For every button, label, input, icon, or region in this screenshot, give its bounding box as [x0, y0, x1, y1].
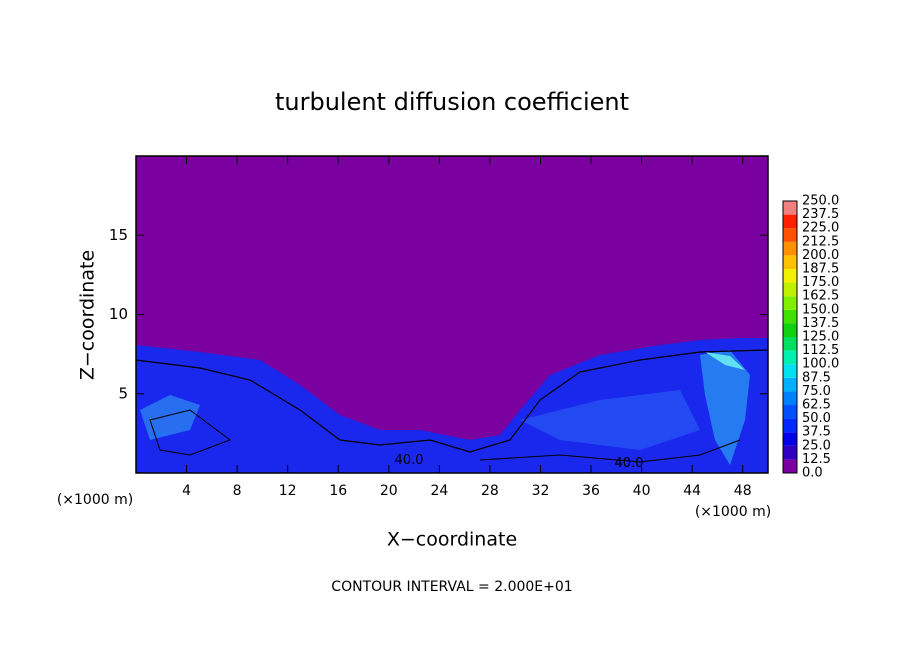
colorbar-label: 187.5: [802, 262, 839, 277]
x-tick-label: 32: [532, 483, 550, 499]
colorbar-segment: [783, 323, 797, 337]
colorbar-segment: [783, 391, 797, 405]
colorbar-label: 37.5: [802, 425, 831, 440]
x-tick-label: 24: [430, 483, 448, 499]
x-tick-label: 20: [380, 483, 398, 499]
x-tick-label: 36: [582, 483, 600, 499]
colorbar-segment: [783, 255, 797, 269]
colorbar-label: 212.5: [802, 234, 839, 249]
colorbar-segment: [783, 296, 797, 310]
colorbar-segment: [783, 350, 797, 365]
y-tick-label: 15: [109, 226, 128, 244]
colorbar-frame: [782, 200, 798, 474]
colorbar-label: 87.5: [802, 370, 831, 385]
colorbar-segment: [783, 337, 797, 351]
colorbar-label: 25.0: [802, 438, 831, 453]
colorbar-segment: [783, 282, 797, 297]
colorbar-segment: [783, 269, 797, 283]
field: [135, 156, 769, 473]
x-axis-label: X−coordinate: [387, 529, 517, 551]
colorbar-segment: [783, 445, 797, 460]
colorbar-segment: [783, 405, 797, 419]
colorbar-segment: [783, 309, 797, 324]
colorbar-label: 62.5: [802, 398, 831, 413]
colorbar-label: 0.0: [802, 466, 823, 481]
x-tick-label: 40: [633, 483, 651, 499]
x-tick-label: 48: [734, 483, 752, 499]
colorbar-segment: [783, 228, 797, 242]
colorbar-label: 150.0: [802, 302, 839, 317]
x-tick-label: 12: [279, 483, 297, 499]
colorbar-label: 12.5: [802, 452, 831, 467]
x-tick-label: 16: [329, 483, 347, 499]
colorbar-label: 100.0: [802, 357, 839, 372]
colorbar-label: 237.5: [802, 207, 839, 222]
colorbar-label: 50.0: [802, 411, 831, 426]
colorbar-segment: [783, 418, 797, 433]
y-tick-label: 5: [118, 384, 128, 402]
colorbar-label: 162.5: [802, 289, 839, 304]
colorbar-label: 137.5: [802, 316, 839, 331]
colorbar-segment: [783, 432, 797, 446]
chart-title: turbulent diffusion coefficient: [275, 88, 629, 116]
colorbar-segment: [783, 459, 797, 473]
x-tick-label: 44: [683, 483, 701, 499]
colorbar-label: 250.0: [802, 194, 839, 209]
colorbar-label: 175.0: [802, 275, 839, 290]
x-unit-label: (×1000 m): [57, 492, 133, 508]
colorbar-label: 200.0: [802, 248, 839, 263]
colorbar-label: 225.0: [802, 221, 839, 236]
colorbar-label: 125.0: [802, 330, 839, 345]
x-tick-label: 8: [233, 483, 242, 499]
x-tick-label: 4: [182, 483, 191, 499]
colorbar-segment: [783, 364, 797, 378]
footer: CONTOUR INTERVAL = 2.000E+01: [331, 579, 572, 595]
colorbar-segment: [783, 241, 797, 256]
y-tick-label: 10: [109, 305, 128, 323]
colorbar-segment: [783, 377, 797, 392]
colorbar-segment: [783, 201, 797, 215]
colorbar-label: 75.0: [802, 384, 831, 399]
colorbar-label: 112.5: [802, 343, 839, 358]
colorbar-segment: [783, 214, 797, 229]
x-unit-label: (×1000 m): [695, 504, 771, 520]
contour-label: 40.0: [614, 456, 643, 471]
x-tick-label: 28: [481, 483, 499, 499]
y-axis-label: Z−coordinate: [77, 250, 99, 380]
contour-label: 40.0: [395, 453, 424, 468]
